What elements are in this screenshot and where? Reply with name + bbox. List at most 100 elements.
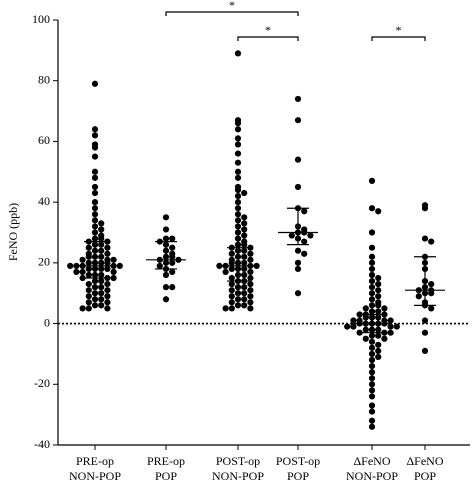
data-point	[162, 296, 170, 303]
data-point	[301, 208, 308, 215]
data-point	[98, 271, 105, 279]
significance-label: *	[229, 0, 235, 12]
data-point	[247, 287, 254, 294]
data-point	[368, 271, 376, 279]
data-point	[421, 235, 429, 242]
data-point	[234, 211, 242, 218]
data-point	[368, 423, 376, 430]
data-point	[98, 277, 105, 285]
data-point	[241, 220, 248, 227]
data-point	[362, 314, 369, 321]
data-point	[368, 362, 376, 370]
data-point	[98, 296, 105, 303]
significance-bracket	[237, 36, 299, 41]
data-point	[368, 229, 376, 236]
data-point	[98, 241, 105, 248]
data-point	[307, 232, 314, 239]
data-point	[79, 268, 86, 276]
data-point	[85, 305, 92, 312]
data-point	[368, 290, 376, 297]
data-point	[91, 302, 99, 309]
data-point	[381, 329, 388, 336]
data-point	[368, 308, 376, 315]
data-point	[362, 335, 369, 342]
data-point	[368, 259, 376, 266]
data-point	[98, 253, 105, 260]
data-point	[98, 290, 105, 297]
data-point	[98, 235, 105, 242]
data-point	[67, 262, 74, 269]
data-point	[247, 299, 254, 306]
data-point	[91, 217, 99, 224]
data-point	[368, 284, 376, 291]
data-point	[368, 205, 376, 212]
data-point	[368, 387, 376, 394]
data-point	[85, 299, 92, 306]
data-point	[428, 290, 435, 297]
data-point	[234, 159, 242, 166]
significance-label: *	[265, 23, 271, 37]
data-point	[104, 259, 111, 266]
data-point	[301, 250, 308, 257]
x-tick-label: POST-op	[216, 454, 260, 468]
data-point	[104, 299, 111, 306]
data-point	[91, 144, 99, 151]
data-point	[241, 265, 248, 273]
data-point	[294, 265, 302, 273]
data-point	[85, 244, 92, 251]
data-point	[294, 183, 302, 191]
data-point	[234, 223, 242, 230]
y-tick-label: -20	[34, 376, 50, 390]
data-point	[234, 150, 242, 157]
data-point	[85, 271, 92, 279]
y-tick-label: 80	[38, 72, 50, 86]
data-point	[110, 268, 117, 276]
data-point	[98, 247, 105, 254]
data-point	[234, 50, 242, 57]
data-point	[98, 302, 105, 309]
data-point	[356, 329, 363, 336]
data-point	[104, 250, 111, 257]
data-point	[247, 305, 254, 312]
x-tick-label: POST-op	[276, 454, 320, 468]
data-point	[162, 271, 170, 279]
data-point	[79, 305, 86, 312]
data-point	[294, 259, 302, 266]
data-point	[162, 214, 170, 221]
data-point	[234, 284, 242, 291]
data-point	[91, 205, 99, 212]
data-point	[247, 268, 254, 276]
data-point	[91, 284, 99, 291]
data-point	[234, 126, 242, 133]
data-point	[368, 338, 376, 345]
x-tick-label: POP	[287, 469, 309, 483]
data-point	[387, 323, 394, 330]
data-point	[156, 262, 163, 269]
data-point	[294, 95, 302, 103]
data-point	[169, 235, 176, 242]
data-point	[110, 256, 117, 263]
data-point	[234, 141, 242, 148]
data-point	[368, 253, 376, 260]
data-point	[228, 299, 235, 306]
data-point	[169, 253, 176, 260]
data-point	[288, 232, 295, 239]
x-tick-label: ΔFeNO	[353, 454, 390, 468]
x-tick-label: NON-POP	[212, 469, 264, 483]
data-point	[85, 293, 92, 300]
data-point	[91, 199, 99, 206]
data-point	[91, 189, 99, 197]
data-point	[368, 344, 376, 351]
data-point	[85, 253, 92, 260]
data-point	[375, 347, 382, 354]
data-point	[91, 132, 99, 139]
data-point	[91, 153, 99, 160]
data-point	[415, 293, 422, 300]
data-point	[241, 296, 248, 303]
data-point	[241, 302, 248, 309]
data-point	[91, 183, 99, 191]
data-point	[344, 323, 351, 330]
data-point	[241, 271, 248, 279]
data-point	[228, 250, 235, 257]
